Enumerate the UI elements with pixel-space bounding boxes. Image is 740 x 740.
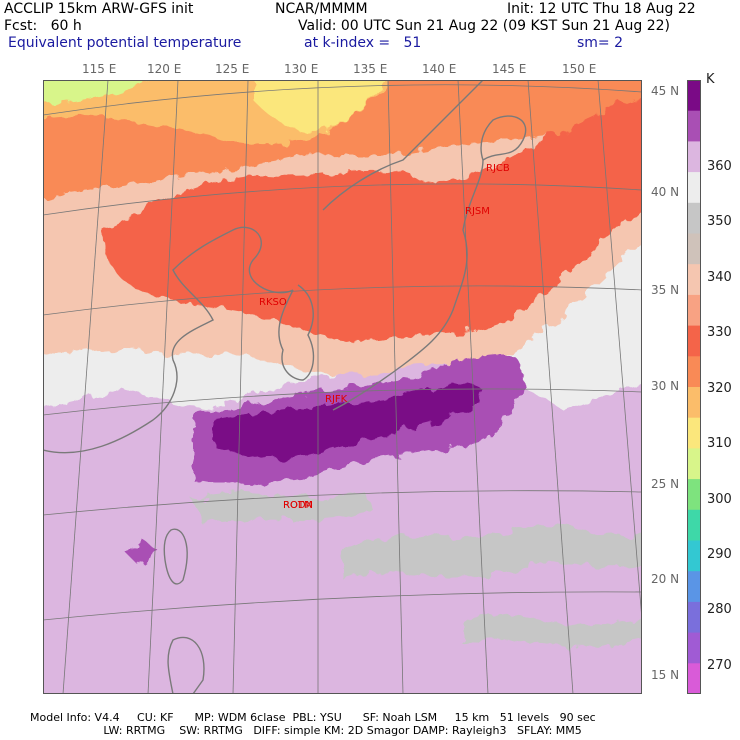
lon-label: 130 E (284, 62, 319, 76)
lat-line-40 (43, 183, 642, 216)
colorbar-segment (687, 80, 701, 112)
lat-label: 30 N (651, 379, 680, 393)
colorbar-segment (687, 663, 701, 694)
coastline-japan (332, 159, 484, 411)
model-info-line2: LW: RRTMG SW: RRTMG DIFF: simple KM: 2D … (30, 724, 582, 737)
colorbar-segment (687, 571, 701, 603)
field-region-red (103, 97, 642, 341)
coastline-luzon (167, 636, 205, 694)
lat-label: 25 N (651, 477, 680, 491)
model-title: ACCLIP 15km ARW-GFS init (4, 1, 194, 17)
coastline-taiwan (163, 528, 188, 585)
colorbar-label: 270 (707, 658, 732, 673)
colorbar-unit: K (706, 72, 715, 87)
lat-label: 15 N (651, 668, 680, 682)
lon-label: 135 E (353, 62, 388, 76)
colorbar-segment (687, 632, 701, 664)
lon-line-145 (527, 80, 574, 694)
lon-label: 140 E (422, 62, 457, 76)
colorbar-segment (687, 294, 701, 327)
coastline-russia (322, 80, 484, 211)
colorbar-label: 360 (707, 159, 732, 174)
lat-line-30 (43, 388, 642, 416)
lat-label: 35 N (651, 283, 680, 297)
lat-label: 45 N (651, 84, 680, 98)
lon-label: 125 E (215, 62, 250, 76)
colorbar-label: 340 (707, 270, 732, 285)
init-time: Init: 12 UTC Thu 18 Aug 22 (507, 1, 696, 17)
colorbar-label: 330 (707, 325, 732, 340)
valid-time: Valid: 00 UTC Sun 21 Aug 22 (09 KST Sun … (298, 18, 670, 34)
colorbar-segment (687, 509, 701, 541)
field-name: Equivalent potential temperature (8, 35, 242, 51)
colorbar-segment (687, 264, 701, 296)
lon-line-115 (62, 80, 109, 694)
colorbar-label: 280 (707, 602, 732, 617)
lon-label: 145 E (492, 62, 527, 76)
field-region-darkpurple (213, 384, 483, 460)
lat-label: 40 N (651, 185, 680, 199)
coastline-china (43, 226, 294, 454)
theta-e-map (43, 80, 642, 694)
colorbar-segment (687, 110, 701, 142)
lat-line-35 (43, 285, 642, 316)
lon-line-150 (597, 80, 642, 621)
smoothing-label: sm= 2 (577, 35, 624, 51)
colorbar-label: 320 (707, 381, 732, 396)
coastline-hokkaido (480, 115, 527, 161)
lon-line-120 (147, 80, 179, 694)
colorbar-label: 350 (707, 214, 732, 229)
field-region-gray (463, 614, 642, 647)
colorbar-segment (687, 417, 701, 449)
station-rjcb: RJCB (486, 163, 510, 174)
lat-line-45 (43, 84, 642, 116)
lon-label: 120 E (147, 62, 182, 76)
station-rjsm: RJSM (465, 206, 490, 217)
station-rjfk: RJFK (325, 394, 348, 405)
colorbar-segment (687, 601, 701, 634)
org-label: NCAR/MMMM (275, 1, 368, 17)
colorbar (687, 80, 701, 694)
colorbar-segment (687, 387, 701, 419)
colorbar-label: 290 (707, 547, 732, 562)
colorbar-segment (687, 141, 701, 173)
colorbar-segment (687, 540, 701, 572)
lon-label: 115 E (82, 62, 117, 76)
colorbar-segment (687, 233, 701, 265)
forecast-hour: Fcst: 60 h (4, 18, 82, 34)
lon-line-140 (457, 80, 489, 694)
colorbar-segment (687, 356, 701, 388)
model-info-line1: Model Info: V4.4 CU: KF MP: WDM 6clase P… (30, 711, 596, 724)
lon-line-125 (232, 80, 249, 694)
lat-line-20 (43, 591, 642, 621)
coastline-korea (278, 284, 315, 381)
field-region-gray (343, 524, 642, 580)
colorbar-border (687, 80, 701, 694)
field-region-green (43, 80, 147, 105)
station-rotm: ROTM (283, 500, 313, 511)
colorbar-label: 310 (707, 436, 732, 451)
colorbar-segment (687, 448, 701, 480)
lon-label: 150 E (562, 62, 597, 76)
colorbar-segment (687, 479, 701, 511)
colorbar-label: 300 (707, 492, 732, 507)
station-rodn: RODN (283, 500, 313, 511)
colorbar-segment (687, 202, 701, 234)
field-region-lightyellow (253, 80, 387, 131)
lat-label: 20 N (651, 572, 680, 586)
lon-line-135 (387, 80, 404, 694)
field-region-lilac (43, 350, 642, 694)
colorbar-segment (687, 172, 701, 204)
level-label: at k-index = 51 (304, 35, 422, 51)
colorbar-segment (687, 325, 701, 357)
field-region-purple (128, 540, 158, 565)
station-rkso: RKSO (259, 297, 287, 308)
